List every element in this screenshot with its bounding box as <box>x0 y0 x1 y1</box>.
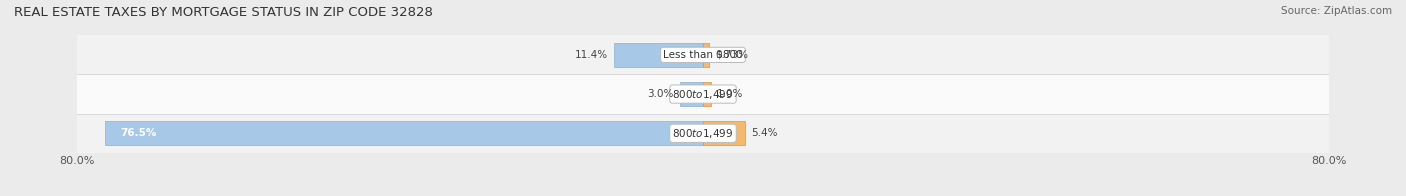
Bar <box>77 35 1329 74</box>
Legend: Without Mortgage, With Mortgage: Without Mortgage, With Mortgage <box>588 193 818 196</box>
Bar <box>703 121 745 145</box>
Text: 5.4%: 5.4% <box>751 128 778 138</box>
Text: REAL ESTATE TAXES BY MORTGAGE STATUS IN ZIP CODE 32828: REAL ESTATE TAXES BY MORTGAGE STATUS IN … <box>14 6 433 19</box>
Bar <box>703 82 711 106</box>
Text: 76.5%: 76.5% <box>121 128 156 138</box>
Text: Less than $800: Less than $800 <box>664 50 742 60</box>
Text: Source: ZipAtlas.com: Source: ZipAtlas.com <box>1281 6 1392 16</box>
Bar <box>77 114 1329 153</box>
Text: 3.0%: 3.0% <box>647 89 673 99</box>
Text: 11.4%: 11.4% <box>575 50 607 60</box>
Text: $800 to $1,499: $800 to $1,499 <box>672 88 734 101</box>
Bar <box>77 74 1329 114</box>
Bar <box>104 121 703 145</box>
Bar <box>614 43 703 67</box>
Bar <box>679 82 703 106</box>
Text: $800 to $1,499: $800 to $1,499 <box>672 127 734 140</box>
Bar <box>703 43 709 67</box>
Text: 1.0%: 1.0% <box>717 89 744 99</box>
Text: 0.73%: 0.73% <box>716 50 748 60</box>
